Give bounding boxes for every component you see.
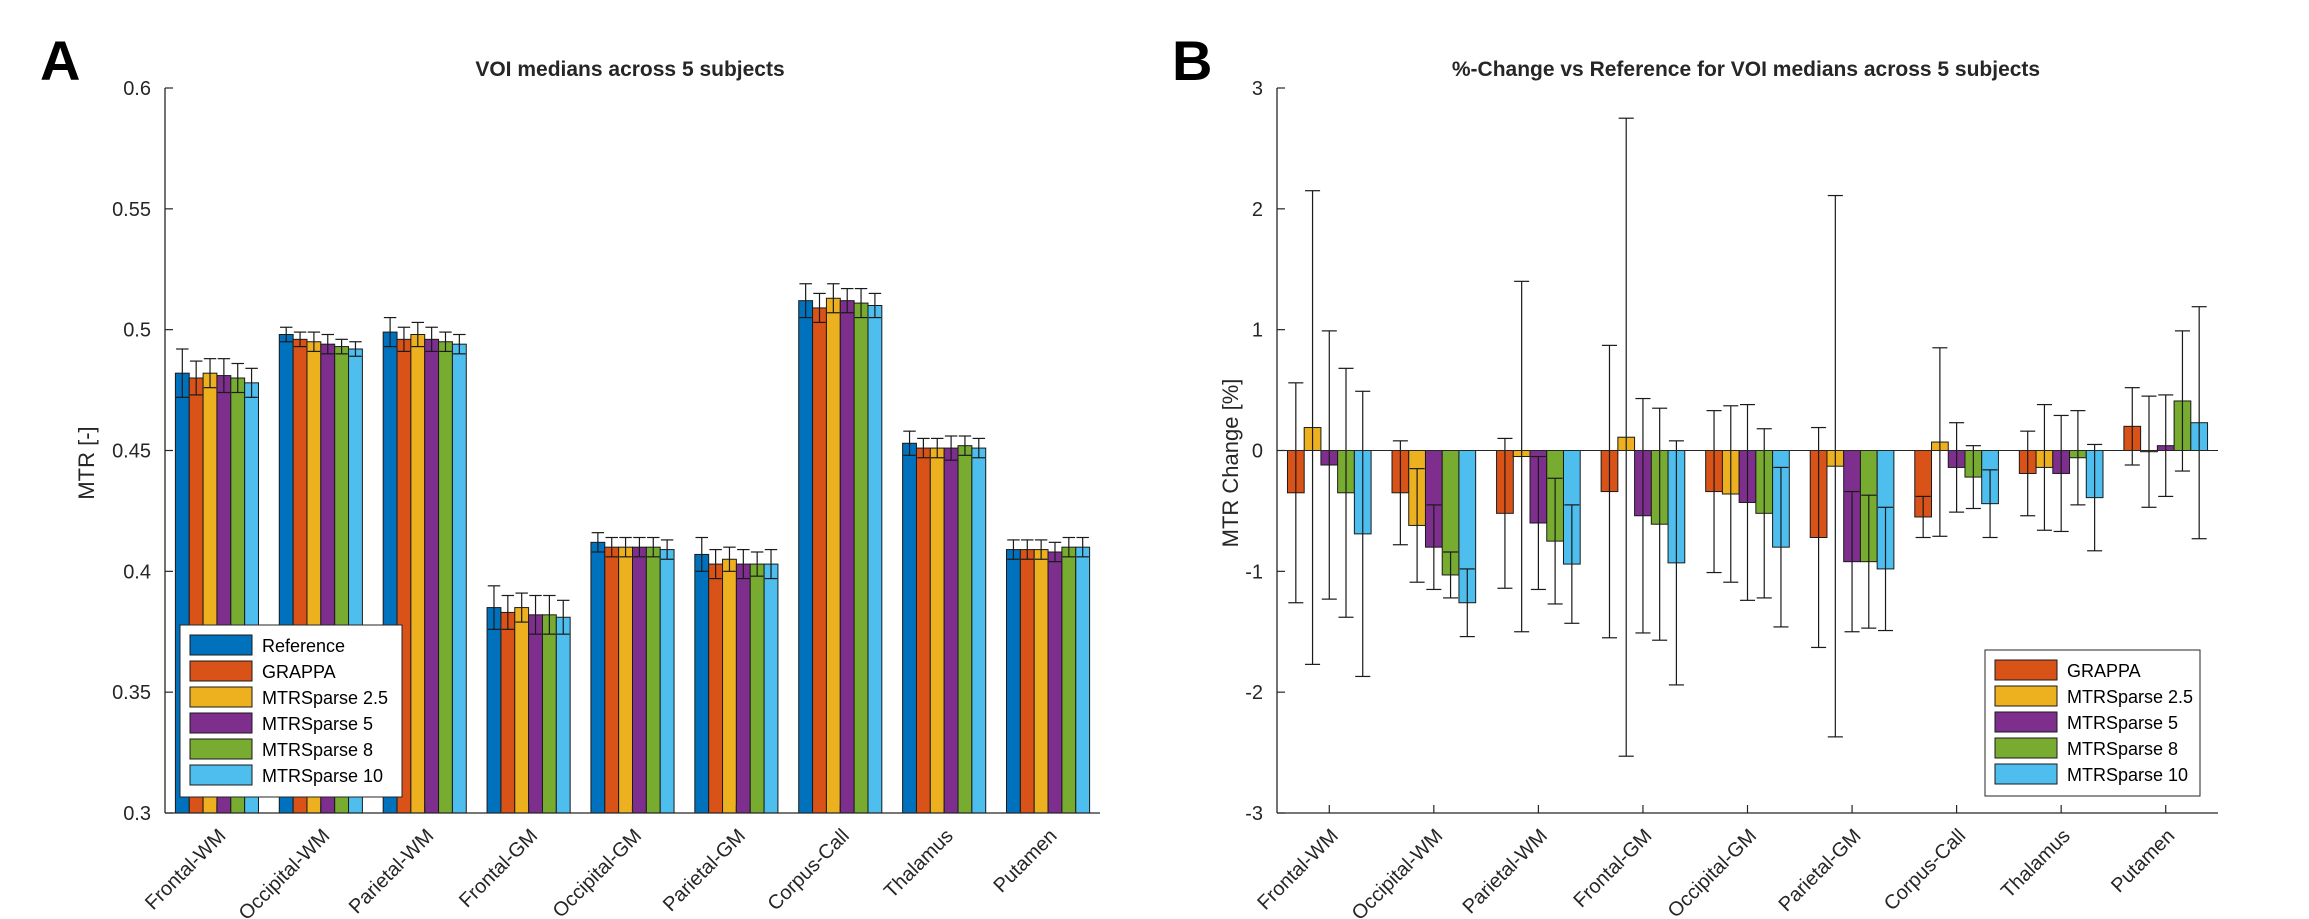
a-bar-mtrsparse-10-parietal-wm xyxy=(451,343,467,814)
panel-letter-b: B xyxy=(1172,29,1212,92)
a-bar-grappa-parietal-gm xyxy=(708,563,724,814)
b-y-tick-label-5: 2 xyxy=(1252,199,1263,221)
a-bar-grappa-frontal-gm xyxy=(500,611,516,814)
b-y-tick-label-1: -2 xyxy=(1245,682,1263,704)
b-legend-swatch-4 xyxy=(1994,763,2058,785)
a-y-tick-label-0: 0.3 xyxy=(123,803,151,825)
b-y-tick-label-3: 0 xyxy=(1252,441,1263,463)
chart-a-error-bars xyxy=(176,283,1089,635)
a-bar-reference-occipital-gm xyxy=(590,541,606,814)
a-bar-reference-corpus-call xyxy=(798,300,814,814)
a-bar-mtrsparse-5-thalamus xyxy=(943,447,959,814)
a-bar-mtrsparse-8-thalamus xyxy=(957,445,973,814)
panel-letter-a: A xyxy=(40,29,80,92)
b-y-tick-label-6: 3 xyxy=(1252,78,1263,100)
b-legend-label-4: MTRSparse 10 xyxy=(2067,765,2188,785)
a-bar-grappa-occipital-gm xyxy=(604,546,620,814)
a-legend-swatch-4 xyxy=(189,738,253,760)
chart-b-y-axis-label: MTR Change [%] xyxy=(1218,379,1243,548)
a-bar-mtrsparse-10-occipital-gm xyxy=(659,549,675,814)
a-bar-mtrsparse-10-frontal-gm xyxy=(555,616,571,814)
chart-a-title: VOI medians across 5 subjects xyxy=(475,58,784,81)
a-y-tick-label-2: 0.4 xyxy=(123,561,151,583)
b-legend-label-1: MTRSparse 2.5 xyxy=(2067,687,2193,707)
a-bar-mtrsparse-8-parietal-gm xyxy=(749,563,765,814)
b-y-tick-label-4: 1 xyxy=(1252,320,1263,342)
a-bar-mtrsparse-10-putamen xyxy=(1075,546,1091,814)
b-legend-label-0: GRAPPA xyxy=(2067,661,2141,681)
a-bar-grappa-putamen xyxy=(1019,549,1035,814)
a-legend-swatch-2 xyxy=(189,686,253,708)
a-y-tick-label-6: 0.6 xyxy=(123,78,151,100)
b-legend-swatch-1 xyxy=(1994,685,2058,707)
a-bar-mtrsparse-8-occipital-gm xyxy=(645,546,661,814)
a-bar-mtrsparse-5-putamen xyxy=(1047,551,1063,814)
a-legend-swatch-3 xyxy=(189,712,253,734)
a-bar-mtrsparse-8-corpus-call xyxy=(853,302,869,814)
a-bar-mtrsparse-2-5-parietal-wm xyxy=(410,334,426,814)
a-legend-swatch-1 xyxy=(189,660,253,682)
a-bar-mtrsparse-5-frontal-gm xyxy=(528,614,543,814)
chart-b-title: %-Change vs Reference for VOI medians ac… xyxy=(1452,58,2040,81)
a-bar-mtrsparse-5-occipital-gm xyxy=(632,546,647,814)
chart-a-legend: Reference GRAPPA MTRSparse 2.5 MTRSparse 5 M… xyxy=(179,624,403,798)
a-bar-mtrsparse-5-corpus-call xyxy=(839,300,855,814)
a-bar-reference-frontal-gm xyxy=(486,607,502,814)
a-bar-mtrsparse-8-parietal-wm xyxy=(438,341,453,814)
a-legend-swatch-0 xyxy=(189,634,253,656)
b-legend-swatch-0 xyxy=(1994,659,2058,681)
a-bar-mtrsparse-8-putamen xyxy=(1061,546,1077,814)
a-legend-swatch-5 xyxy=(189,764,253,786)
b-y-tick-label-2: -1 xyxy=(1245,561,1263,583)
chart-b-error-bars xyxy=(1288,117,2207,757)
a-y-tick-label-3: 0.45 xyxy=(112,441,151,463)
a-bar-mtrsparse-5-parietal-wm xyxy=(424,338,440,814)
a-y-tick-label-4: 0.5 xyxy=(123,320,151,342)
b-legend-label-3: MTRSparse 8 xyxy=(2067,739,2178,759)
a-y-tick-label-5: 0.55 xyxy=(112,199,151,221)
b-legend-swatch-2 xyxy=(1994,711,2058,733)
a-bar-mtrsparse-2-5-parietal-gm xyxy=(722,558,737,814)
a-legend-label-4: MTRSparse 8 xyxy=(262,740,373,760)
a-legend-label-2: MTRSparse 2.5 xyxy=(262,688,388,708)
a-bar-reference-putamen xyxy=(1006,549,1021,814)
a-bar-mtrsparse-2-5-frontal-gm xyxy=(514,607,530,814)
chart-b-y-ticks: -3 -2 -1 0 1 2 3 xyxy=(1245,78,1285,825)
a-bar-mtrsparse-10-parietal-gm xyxy=(763,563,779,814)
a-legend-label-1: GRAPPA xyxy=(262,662,336,682)
b-y-tick-label-0: -3 xyxy=(1245,803,1263,825)
a-bar-reference-parietal-gm xyxy=(694,553,710,814)
b-legend-swatch-3 xyxy=(1994,737,2058,759)
a-bar-reference-thalamus xyxy=(902,442,917,814)
a-bar-mtrsparse-2-5-occipital-gm xyxy=(618,546,634,814)
a-bar-mtrsparse-5-parietal-gm xyxy=(735,563,751,814)
a-y-tick-label-1: 0.35 xyxy=(112,682,151,704)
a-bar-mtrsparse-2-5-corpus-call xyxy=(825,297,841,814)
b-legend-label-2: MTRSparse 5 xyxy=(2067,713,2178,733)
a-bar-mtrsparse-10-corpus-call xyxy=(867,305,883,814)
a-bar-mtrsparse-10-thalamus xyxy=(971,447,987,814)
chart-a-y-ticks: 0.3 0.35 0.4 0.45 0.5 0.55 0.6 xyxy=(112,78,173,825)
a-bar-grappa-corpus-call xyxy=(812,307,827,814)
a-bar-mtrsparse-8-frontal-gm xyxy=(541,614,557,814)
chart-a-y-axis-label: MTR [-] xyxy=(74,426,99,499)
a-legend-label-0: Reference xyxy=(262,636,345,656)
a-legend-label-3: MTRSparse 5 xyxy=(262,714,373,734)
chart-b-legend: GRAPPA MTRSparse 2.5 MTRSparse 5 MTRSparse … xyxy=(1984,649,2201,797)
a-bar-grappa-thalamus xyxy=(915,447,931,814)
a-bar-mtrsparse-2-5-thalamus xyxy=(929,447,945,814)
a-legend-label-5: MTRSparse 10 xyxy=(262,766,383,786)
a-bar-mtrsparse-2-5-putamen xyxy=(1033,549,1049,814)
